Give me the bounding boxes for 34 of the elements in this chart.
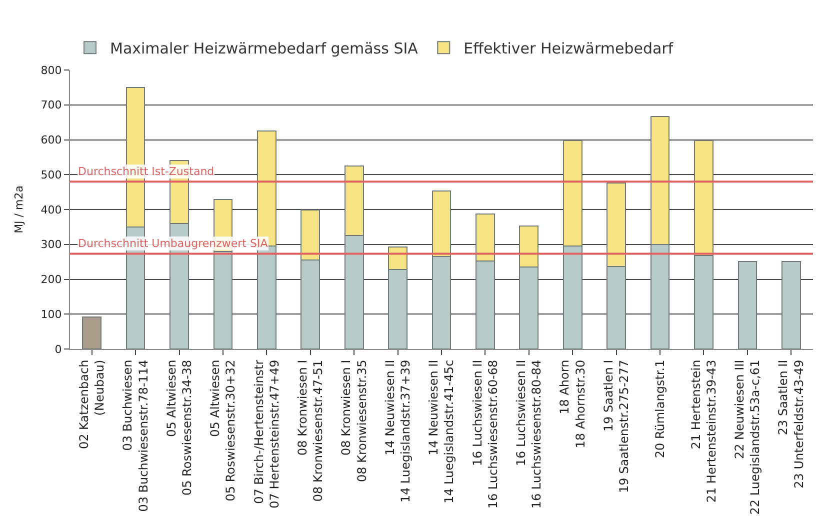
y-tick-label: 300	[40, 238, 62, 252]
x-tick-label: 23 Saatlen II 23 Unterfeldstr.43-49	[776, 360, 806, 488]
legend-label: Effektiver Heizwärmebedarf	[464, 40, 674, 58]
y-tick-label: 700	[40, 98, 62, 112]
bar	[738, 260, 758, 349]
x-tick-label: 03 Buchwiesen 03 Buchwiesenstr.78-114	[120, 360, 150, 512]
y-tick-label: 800	[40, 64, 62, 77]
ref-line-label: Durchschnitt Umbaugrenzwert SIA	[78, 237, 268, 250]
x-tick-label: 08 Kronwiesen I 08 Kronwiesenstr.35	[339, 360, 369, 482]
x-tick-label: 05 Altwiesen 05 Roswiesenstr.34-38	[164, 360, 194, 496]
x-tick-label: 21 Hertenstein 21 Hertensteinstr.39-43	[688, 360, 718, 503]
y-tick-label: 400	[40, 203, 62, 216]
x-tick-label: 19 Saatlen I 19 Saatlenstr.275-277	[601, 360, 632, 493]
bar	[82, 316, 102, 349]
x-tick-label: 16 Luchswiesen II 16 Luchswiesenstr.60-68	[470, 360, 500, 509]
y-tick-label: 200	[40, 273, 62, 286]
x-tick-label: 14 Neuwiesen II 14 Luegislandstr.41-45c	[426, 360, 456, 504]
x-tick-label: 20 Rümlangstr.1	[652, 360, 667, 458]
y-tick-label: 0	[54, 342, 62, 356]
x-tick-label: 16 Luchswiesen II 16 Luchswiesenstr.80-84	[514, 360, 544, 509]
x-tick-label: 18 Ahorn 18 Ahornstr.30	[558, 360, 588, 448]
x-tick-label: 07 Birch-/Hertensteinstr 07 Hertensteinstr.47+49	[252, 360, 282, 508]
x-tick-label: 05 Altwiesen 05 Roswiesenstr.30+32	[208, 360, 238, 502]
x-tick-label: 02 Katzenbach (Neubau)	[76, 360, 107, 450]
y-tick-label: 100	[40, 308, 62, 321]
x-tick-label: 08 Kronwiesen I 08 Kronwiesenstr.47-51	[295, 360, 326, 502]
ref-line-label: Durchschnitt Ist-Zustand	[78, 165, 214, 178]
y-tick-label: 600	[40, 134, 62, 147]
y-axis-title: MJ / m2a	[12, 186, 26, 234]
x-tick-label: 14 Neuwiesen II 14 Luegislandstr.37+39	[382, 360, 412, 503]
x-tick-label: 22 Neuwiesen III 22 Luegislandstr.53a-c,61	[732, 360, 762, 515]
y-tick-label: 500	[40, 168, 62, 182]
legend-label: Maximaler Heizwärmebedarf gemäss SIA	[110, 40, 419, 58]
bar	[781, 260, 801, 349]
